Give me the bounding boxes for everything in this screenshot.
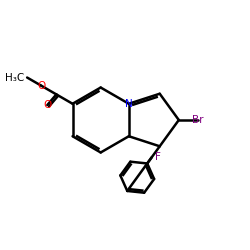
Text: O: O xyxy=(37,81,45,91)
Text: F: F xyxy=(156,152,161,162)
Text: N: N xyxy=(125,99,133,109)
Text: O: O xyxy=(43,100,52,110)
Text: H₃C: H₃C xyxy=(5,72,24,83)
Text: Br: Br xyxy=(192,115,203,125)
